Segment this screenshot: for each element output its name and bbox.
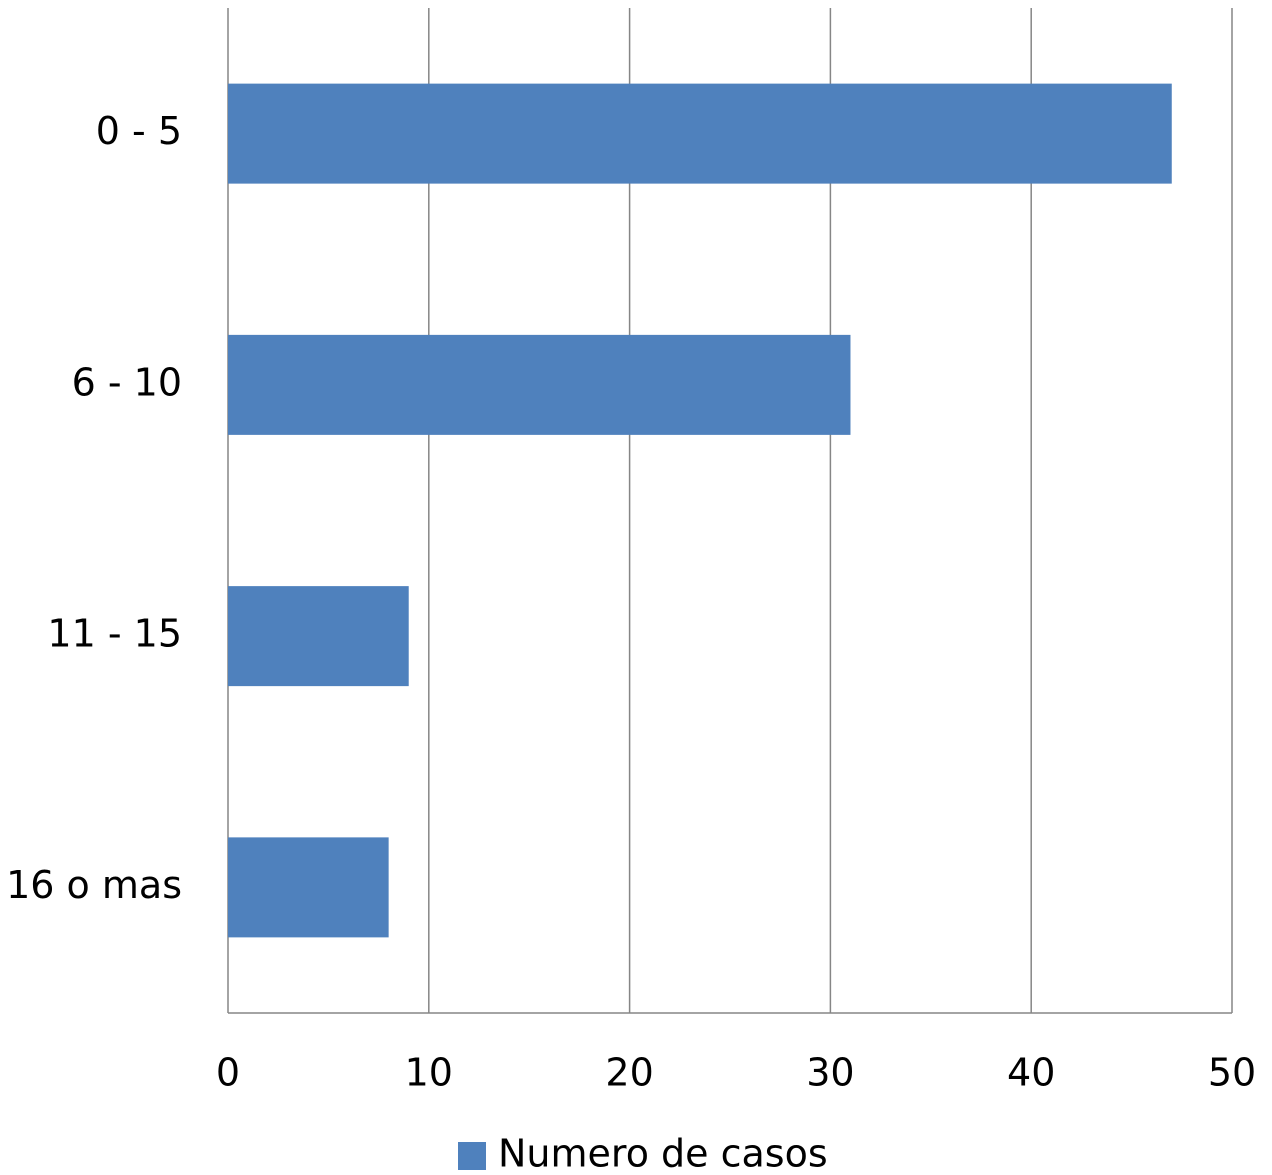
bar xyxy=(228,334,851,435)
x-tick-label: 40 xyxy=(1007,1051,1055,1095)
x-tick-label: 20 xyxy=(605,1051,653,1095)
x-tick-label: 30 xyxy=(806,1051,854,1095)
x-tick-label: 0 xyxy=(216,1051,240,1095)
legend-swatch xyxy=(458,1142,486,1170)
x-tick-label: 10 xyxy=(405,1051,453,1095)
bar xyxy=(228,586,409,687)
y-tick-label: 0 - 5 xyxy=(96,109,182,153)
bar xyxy=(228,83,1172,184)
legend-label: Numero de casos xyxy=(498,1132,828,1175)
y-tick-label: 16 o mas xyxy=(6,863,182,907)
y-tick-label: 11 - 15 xyxy=(47,612,182,656)
y-tick-label: 6 - 10 xyxy=(72,360,182,404)
bar xyxy=(228,837,389,938)
x-tick-label: 50 xyxy=(1208,1051,1256,1095)
